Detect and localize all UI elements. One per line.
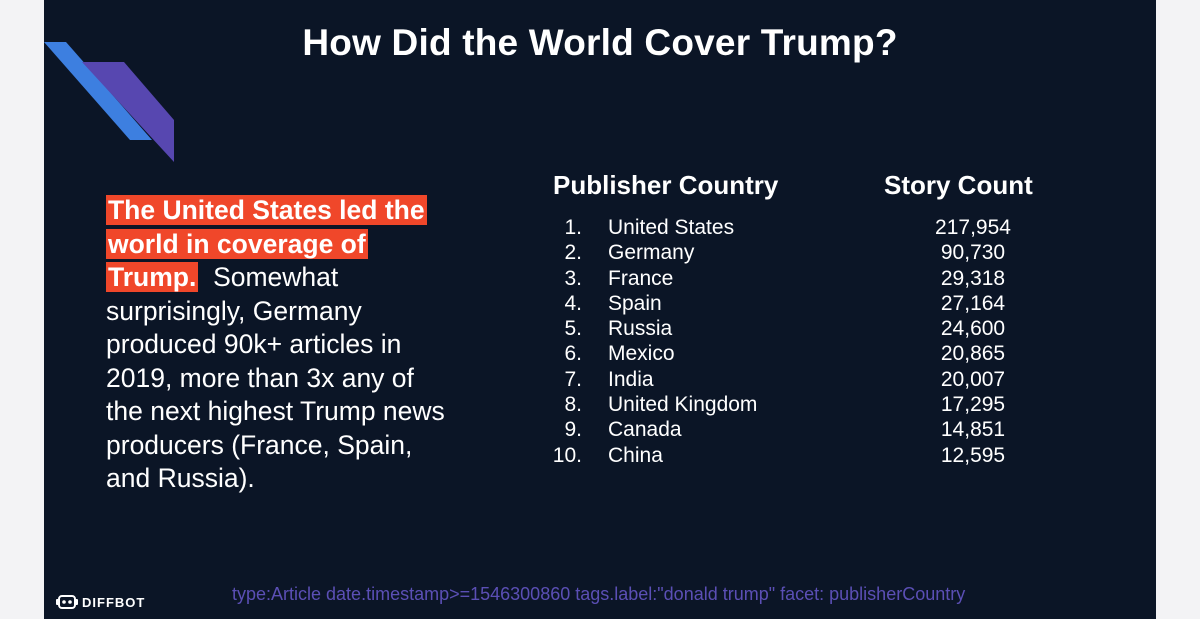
logo-wordmark: DIFFBOT	[82, 594, 146, 610]
story-count: 20,865	[940, 342, 1006, 366]
country-name: United Kingdom	[608, 393, 758, 417]
rank-number: 5.	[564, 317, 582, 341]
summary-text: Somewhat surprisingly, Germany produced …	[106, 262, 453, 493]
rank-number: 7.	[564, 367, 582, 391]
column-header-count: Story Count	[884, 170, 1033, 200]
slide-title: How Did the World Cover Trump?	[302, 22, 898, 63]
diffbot-logo: DIFFBOT	[56, 594, 145, 610]
summary-paragraph: The United States led the world in cover…	[106, 194, 446, 496]
stripe-light	[44, 42, 152, 140]
slide: How Did the World Cover Trump? The Unite…	[44, 0, 1156, 619]
country-name: China	[608, 443, 663, 467]
story-count: 24,600	[940, 317, 1006, 341]
story-count: 90,730	[940, 241, 1006, 265]
story-count: 17,295	[940, 393, 1006, 417]
column-header-country: Publisher Country	[553, 170, 779, 200]
story-count: 29,318	[940, 266, 1006, 290]
query-string: type:Article date.timestamp>=1546300860 …	[232, 584, 966, 604]
story-count: 12,595	[940, 443, 1006, 467]
decorative-stripes	[44, 42, 174, 162]
diffbot-robot-icon	[56, 595, 78, 609]
story-count: 20,007	[940, 367, 1006, 391]
story-count: 27,164	[940, 291, 1006, 315]
country-name: France	[608, 266, 674, 290]
country-name: United States	[608, 216, 735, 239]
rank-number: 9.	[564, 418, 582, 442]
rank-number: 4.	[564, 291, 582, 315]
rank-number: 3.	[564, 266, 582, 290]
rank-number: 2.	[564, 241, 582, 265]
story-count: 217,954	[935, 216, 1011, 239]
country-name: Canada	[608, 418, 682, 442]
rank-number: 10.	[552, 443, 582, 467]
stripe-dark	[82, 62, 174, 162]
rank-number: 1.	[564, 216, 582, 239]
story-count: 14,851	[940, 418, 1006, 442]
rank-number: 6.	[564, 342, 582, 366]
country-name: Mexico	[608, 342, 675, 366]
country-name: Germany	[608, 241, 695, 265]
rank-number: 8.	[564, 393, 582, 417]
country-name: India	[608, 367, 654, 391]
country-name: Russia	[608, 317, 673, 341]
country-name: Spain	[608, 291, 662, 315]
